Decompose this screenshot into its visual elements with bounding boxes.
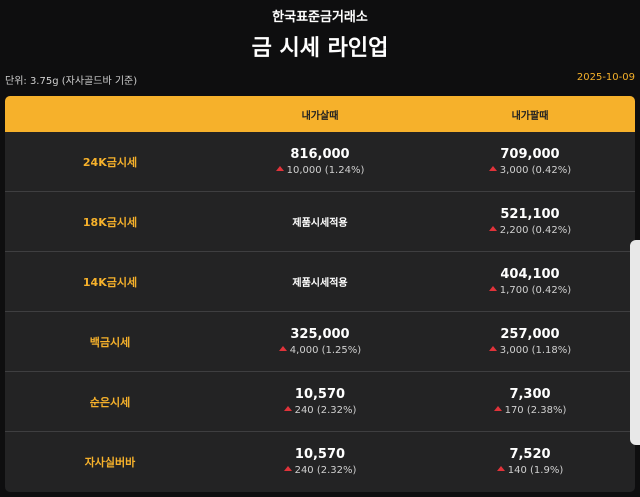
item-name: 14K금시세	[82, 275, 138, 289]
sell-price: 521,100	[500, 207, 560, 222]
buy-change: 4,000 (1.25%)	[289, 345, 362, 356]
sell-change: 170 (2.38%)	[504, 405, 567, 416]
triangle-up-icon	[496, 466, 505, 471]
buy-price: 10,570	[294, 387, 346, 402]
sell-price: 7,520	[509, 447, 551, 462]
buy-price: 325,000	[290, 327, 350, 342]
triangle-up-icon	[283, 406, 292, 411]
price-table: 내가살때 내가팔때 24K금시세 816,000 10,000 (1.24%) 70…	[5, 96, 635, 492]
table-header: 내가살때 내가팔때	[5, 96, 635, 132]
item-name: 24K금시세	[82, 155, 138, 169]
triangle-up-icon	[275, 166, 284, 171]
table-row: 14K금시세 제품시세적용 404,100 1,700 (0.42%)	[5, 251, 635, 311]
unit-note: 단위: 3.75g (자사골드바 기준)	[5, 76, 138, 87]
triangle-up-icon	[488, 346, 497, 351]
table-row: 순은시세 10,570 240 (2.32%) 7,300 170 (2.38%)	[5, 371, 635, 431]
table-row: 자사실버바 10,570 240 (2.32%) 7,520 140 (1.9%)	[5, 431, 635, 491]
scrollbar[interactable]	[630, 240, 640, 445]
sell-price: 404,100	[500, 267, 560, 282]
triangle-up-icon	[488, 286, 497, 291]
sell-price: 709,000	[500, 147, 560, 162]
column-header-buy: 내가살때	[301, 110, 339, 122]
triangle-up-icon	[493, 406, 502, 411]
sell-price: 257,000	[500, 327, 560, 342]
sell-change: 140 (1.9%)	[507, 465, 564, 476]
buy-change: 240 (2.32%)	[294, 405, 357, 416]
sell-price: 7,300	[509, 387, 551, 402]
table-row: 18K금시세 제품시세적용 521,100 2,200 (0.42%)	[5, 191, 635, 251]
table-row: 24K금시세 816,000 10,000 (1.24%) 709,000 3,00…	[5, 132, 635, 191]
buy-price: 10,570	[294, 447, 346, 462]
triangle-up-icon	[278, 346, 287, 351]
brand-name: 한국표준금거래소	[272, 10, 368, 25]
buy-price: 816,000	[290, 147, 350, 162]
triangle-up-icon	[283, 466, 292, 471]
price-date: 2025-10-09	[576, 72, 635, 83]
table-row: 백금시세 325,000 4,000 (1.25%) 257,000 3,000 (…	[5, 311, 635, 371]
item-name: 백금시세	[89, 335, 131, 349]
buy-change: 10,000 (1.24%)	[286, 165, 365, 176]
sell-change: 1,700 (0.42%)	[499, 285, 572, 296]
column-header-sell: 내가팔때	[511, 110, 549, 122]
triangle-up-icon	[488, 226, 497, 231]
item-name: 18K금시세	[82, 215, 138, 229]
sell-change: 3,000 (0.42%)	[499, 165, 572, 176]
buy-price-note: 제품시세적용	[292, 218, 348, 229]
buy-price-note: 제품시세적용	[292, 278, 348, 289]
page-title: 금 시세 라인업	[251, 36, 389, 61]
buy-change: 240 (2.32%)	[294, 465, 357, 476]
triangle-up-icon	[488, 166, 497, 171]
item-name: 순은시세	[89, 395, 131, 409]
item-name: 자사실버바	[84, 455, 136, 469]
sell-change: 3,000 (1.18%)	[499, 345, 572, 356]
sell-change: 2,200 (0.42%)	[499, 225, 572, 236]
